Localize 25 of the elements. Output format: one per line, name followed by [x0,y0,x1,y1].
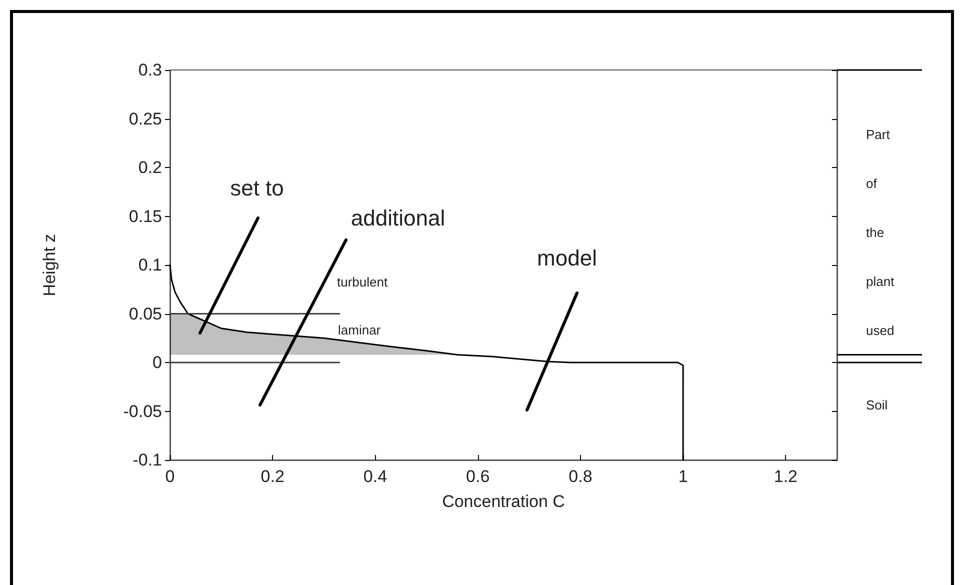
x-tick-label: 0 [165,467,175,486]
x-tick-label: 0.6 [466,467,490,486]
text: Soil [866,398,888,412]
y-tick-label: 0.25 [128,109,162,128]
x-tick-label: 0.2 [260,467,284,486]
y-tick-label: 0.3 [138,60,162,80]
y-tick-label: -0.1 [132,450,162,470]
annotation: turbulent [337,274,388,290]
y-tick-label: 0.15 [128,206,162,226]
x-tick-label: 0.8 [568,467,592,486]
x-axis-title: Concentration C [442,492,565,511]
annotation: laminar [338,322,382,338]
annotation: model [537,246,597,270]
x-tick-label: 0.4 [363,467,388,486]
annotation: set to [230,176,284,200]
y-tick-label: -0.05 [123,402,162,421]
y-tick-label: 0.05 [128,304,162,324]
annotation: additional [350,206,446,230]
x-tick-label: 1.2 [774,467,798,486]
x-tick-label: 1 [678,467,688,486]
y-axis-title: Height z [40,234,59,296]
y-tick-label: 0.2 [138,158,162,177]
text: Part of the plant used [866,127,894,338]
y-tick-label: 0.1 [138,256,162,274]
y-tick-label: 0 [152,353,162,372]
